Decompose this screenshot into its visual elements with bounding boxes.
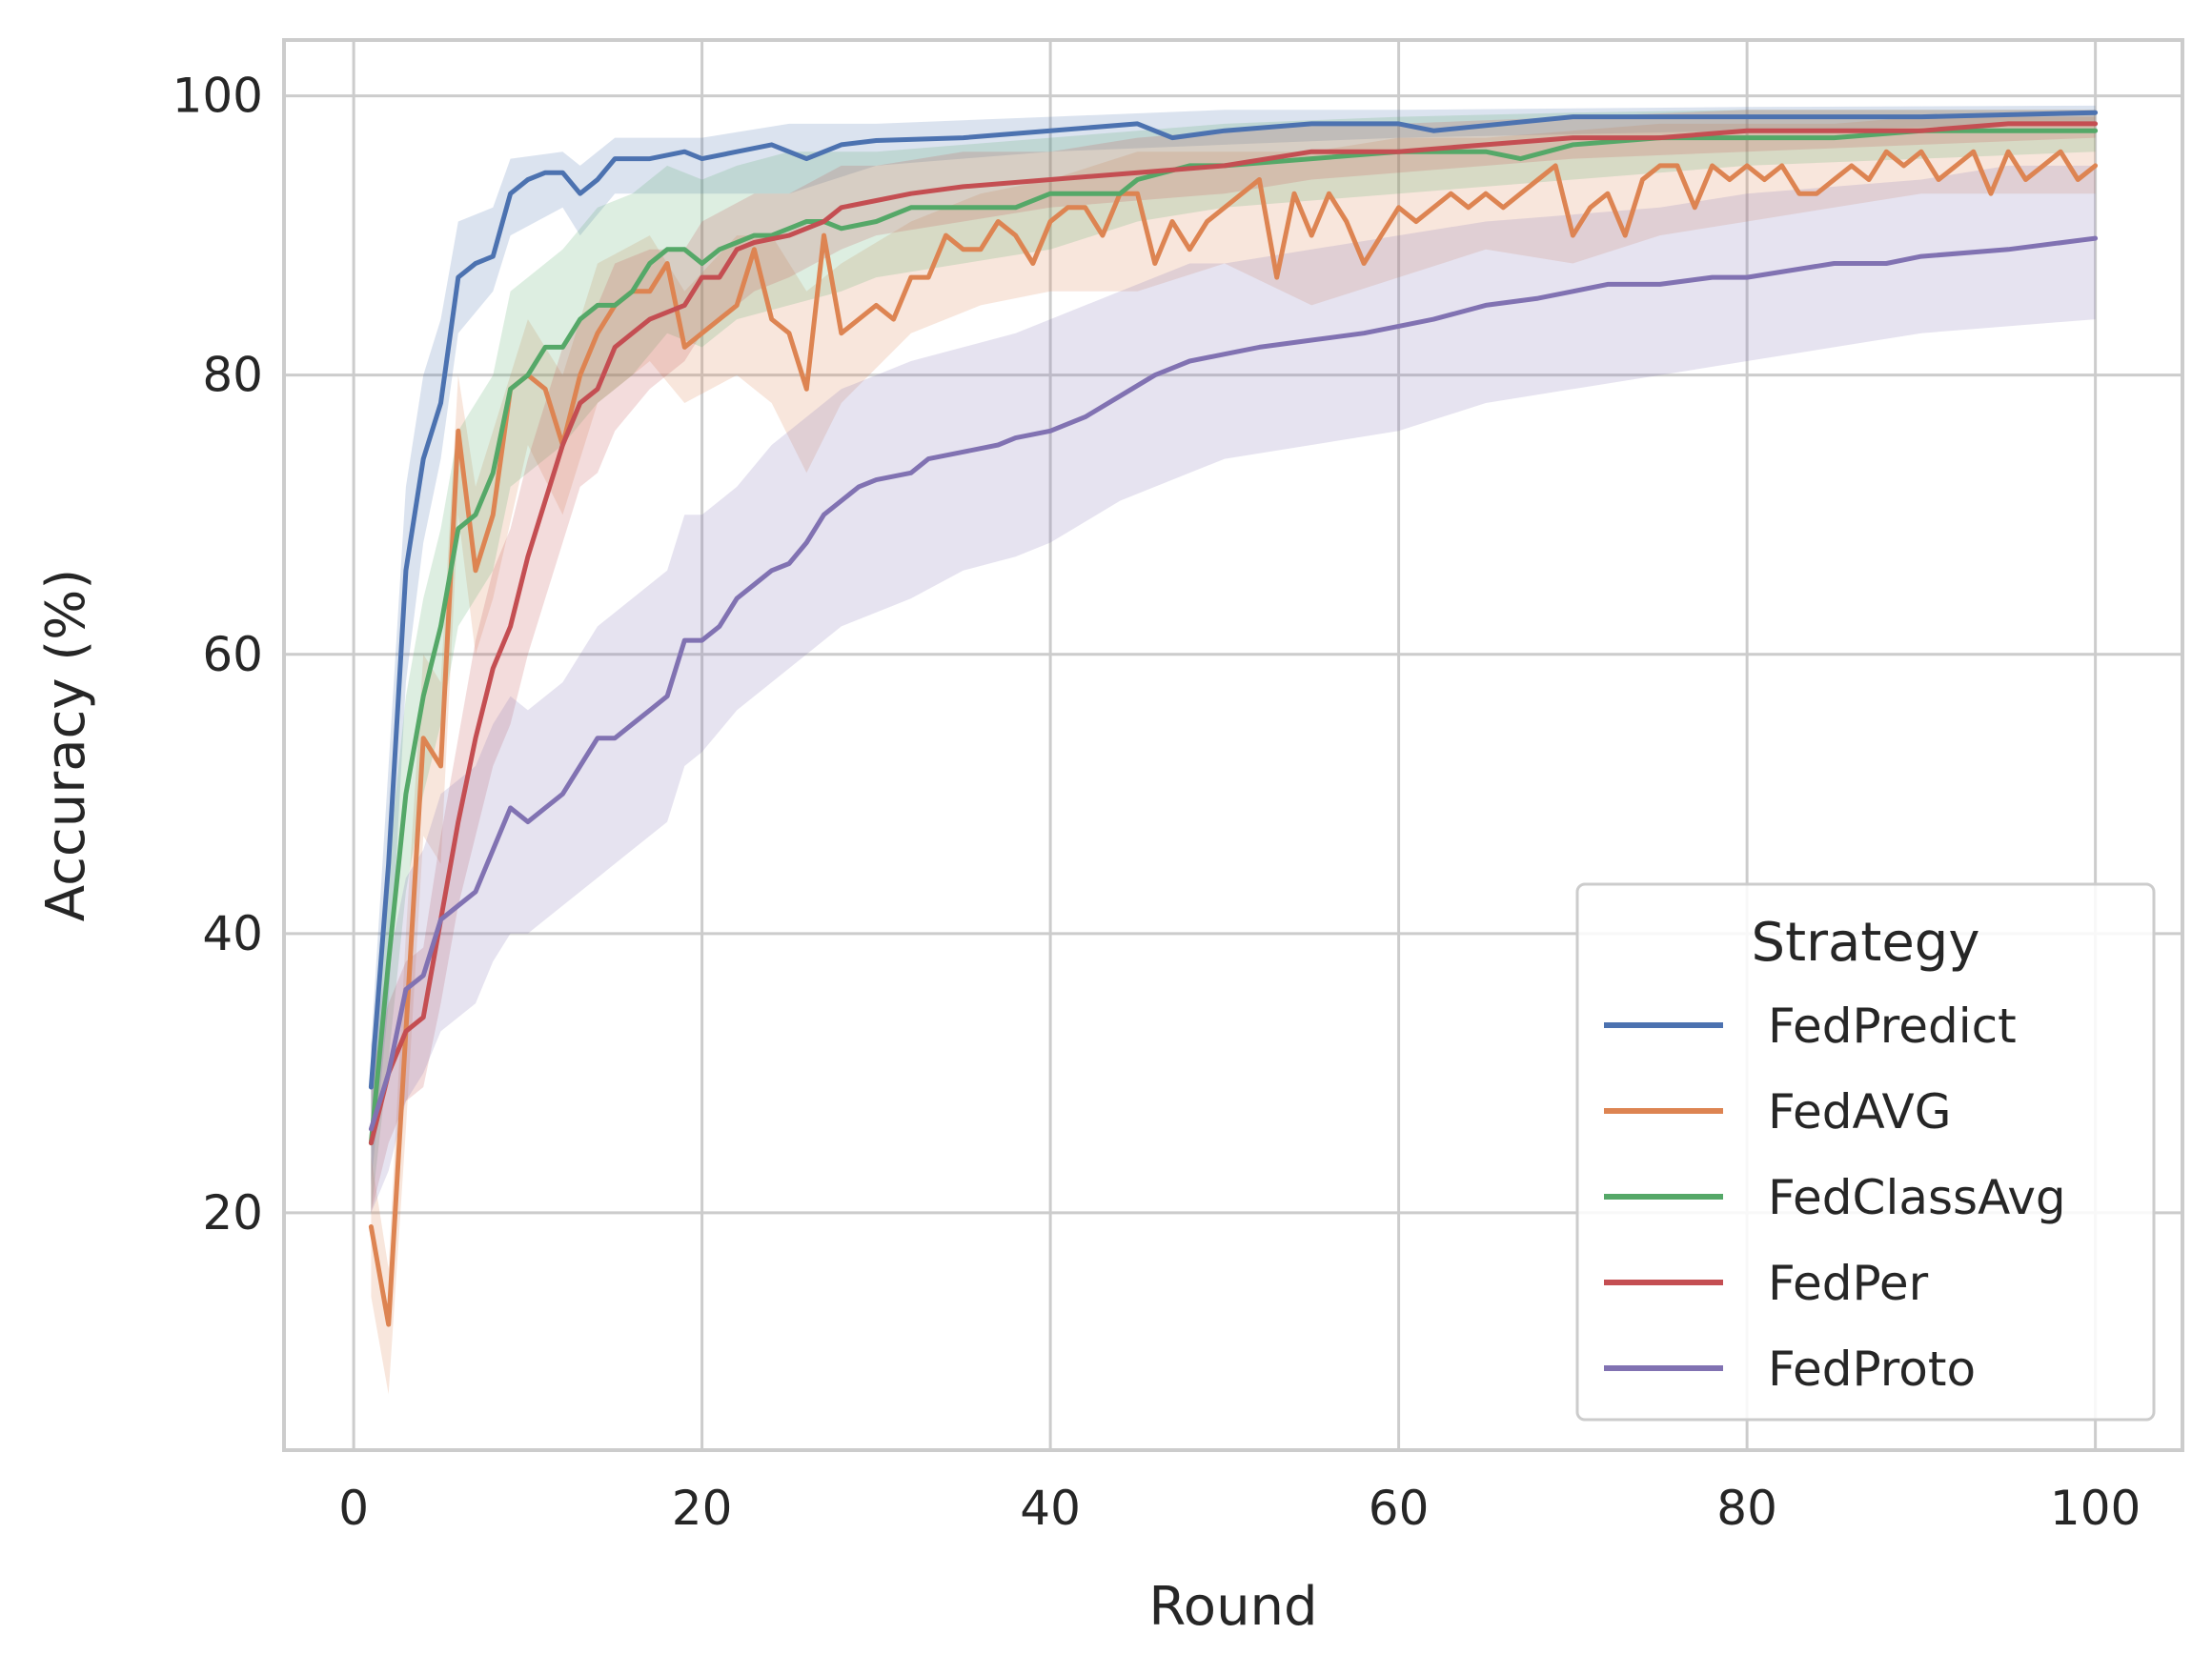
legend: Strategy FedPredictFedAVGFedClassAvgFedP… [1575, 882, 2156, 1422]
line-fedper [368, 121, 2099, 1146]
line-fedclassavg [368, 128, 2099, 1146]
legend-box [1575, 882, 2156, 1422]
y-tick-label: 60 [202, 627, 263, 682]
y-tick-label: 20 [202, 1185, 263, 1241]
tick-labels: 0 20 40 60 80 100 20 40 60 80 100 [172, 69, 2141, 1536]
x-tick-label: 60 [1369, 1481, 1430, 1536]
band-fedavg [371, 116, 2096, 1395]
x-axis-label: Round [1148, 1576, 1317, 1638]
y-tick-label: 80 [202, 348, 263, 403]
legend-label-fedproto: FedProto [1768, 1342, 1976, 1397]
legend-title: Strategy [1752, 912, 1980, 974]
x-tick-label: 20 [672, 1481, 733, 1536]
y-tick-label: 100 [172, 69, 263, 124]
x-tick-label: 40 [1020, 1481, 1081, 1536]
legend-label-fedpredict: FedPredict [1768, 999, 2017, 1054]
y-tick-label: 40 [202, 906, 263, 961]
legend-label-fedper: FedPer [1768, 1256, 1929, 1311]
band-fedproto [371, 165, 2096, 1213]
line-fedavg [368, 149, 2099, 1327]
x-tick-label: 0 [338, 1481, 369, 1536]
line-fedpredict [368, 110, 2099, 1090]
legend-items: FedPredict FedAVG FedClassAvg FedPer FedProt… [1604, 999, 2066, 1397]
x-tick-label: 100 [2050, 1481, 2141, 1536]
y-axis-label: Accuracy (%) [35, 569, 97, 921]
confidence-bands [371, 105, 2096, 1395]
line-fedproto [368, 235, 2099, 1132]
legend-label-fedavg: FedAVG [1768, 1084, 1951, 1140]
series-lines [368, 110, 2099, 1327]
band-fedpredict [371, 105, 2096, 1185]
x-tick-label: 80 [1716, 1481, 1777, 1536]
legend-label-fedclassavg: FedClassAvg [1768, 1170, 2066, 1225]
plot-frame [282, 38, 2184, 1452]
